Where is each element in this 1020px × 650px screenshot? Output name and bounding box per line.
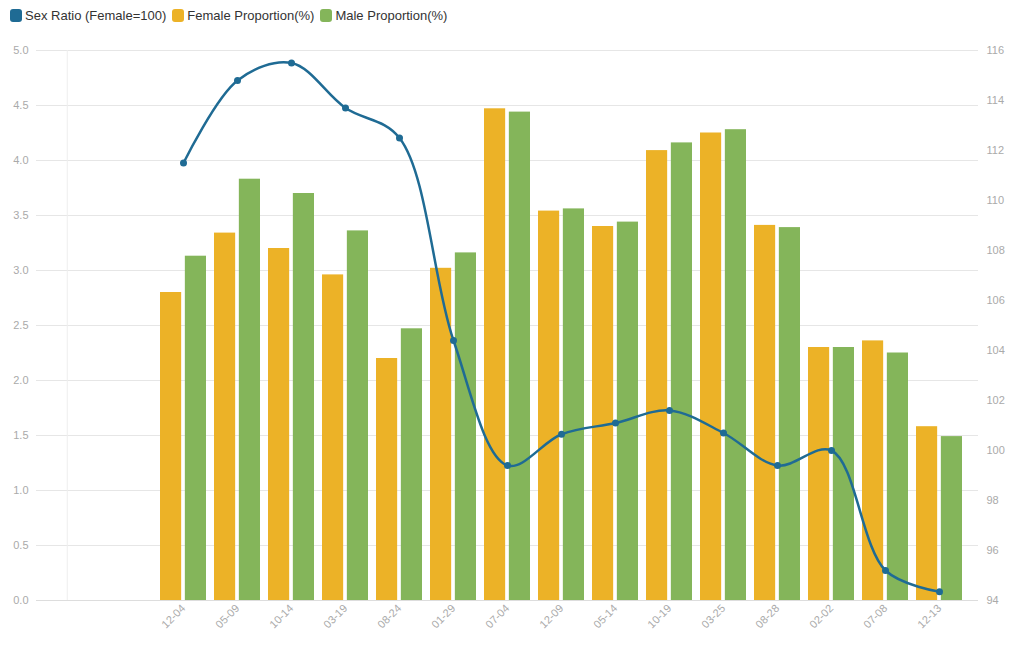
- svg-text:08-24: 08-24: [375, 602, 403, 630]
- svg-text:02-02: 02-02: [807, 602, 835, 630]
- svg-text:106: 106: [987, 294, 1005, 306]
- svg-text:03-25: 03-25: [699, 602, 727, 630]
- svg-text:94: 94: [987, 594, 999, 606]
- svg-text:114: 114: [987, 94, 1005, 106]
- svg-text:10-19: 10-19: [645, 602, 673, 630]
- html-text:Sex Ratio (Female=100): Sex Ratio (Female=100): [25, 7, 167, 23]
- svg-text:110: 110: [987, 194, 1005, 206]
- svg-text:0.5: 0.5: [13, 539, 28, 551]
- svg-text:3.0: 3.0: [13, 264, 28, 276]
- svg-text:5.0: 5.0: [13, 44, 28, 56]
- svg-text:104: 104: [987, 344, 1005, 356]
- svg-text:96: 96: [987, 544, 999, 556]
- svg-text:2.0: 2.0: [13, 374, 28, 386]
- svg-text:01-29: 01-29: [429, 602, 457, 630]
- svg-text:03-19: 03-19: [321, 602, 349, 630]
- svg-text:4.5: 4.5: [13, 99, 28, 111]
- svg-text:07-04: 07-04: [483, 602, 511, 630]
- svg-text:12-13: 12-13: [915, 602, 943, 630]
- svg-text:3.5: 3.5: [13, 209, 28, 221]
- svg-text:07-08: 07-08: [861, 602, 889, 630]
- svg-text:05-14: 05-14: [591, 602, 619, 630]
- html-text:Male Proportion(%): Male Proportion(%): [335, 7, 448, 23]
- svg-text:0.0: 0.0: [13, 594, 28, 606]
- svg-text:4.0: 4.0: [13, 154, 28, 166]
- svg-text:116: 116: [987, 44, 1005, 56]
- svg-text:98: 98: [987, 494, 999, 506]
- svg-text:08-28: 08-28: [753, 602, 781, 630]
- svg-text:1.5: 1.5: [13, 429, 28, 441]
- svg-text:12-04: 12-04: [159, 602, 187, 630]
- svg-text:108: 108: [987, 244, 1005, 256]
- svg-text:102: 102: [987, 394, 1005, 406]
- svg-text:1.0: 1.0: [13, 484, 28, 496]
- svg-text:10-14: 10-14: [267, 602, 295, 630]
- svg-text:112: 112: [987, 144, 1005, 156]
- svg-text:05-09: 05-09: [213, 602, 241, 630]
- html-text:Female Proportion(%): Female Proportion(%): [187, 7, 315, 23]
- svg-text:100: 100: [987, 444, 1005, 456]
- svg-text:12-09: 12-09: [537, 602, 565, 630]
- svg-text:2.5: 2.5: [13, 319, 28, 331]
